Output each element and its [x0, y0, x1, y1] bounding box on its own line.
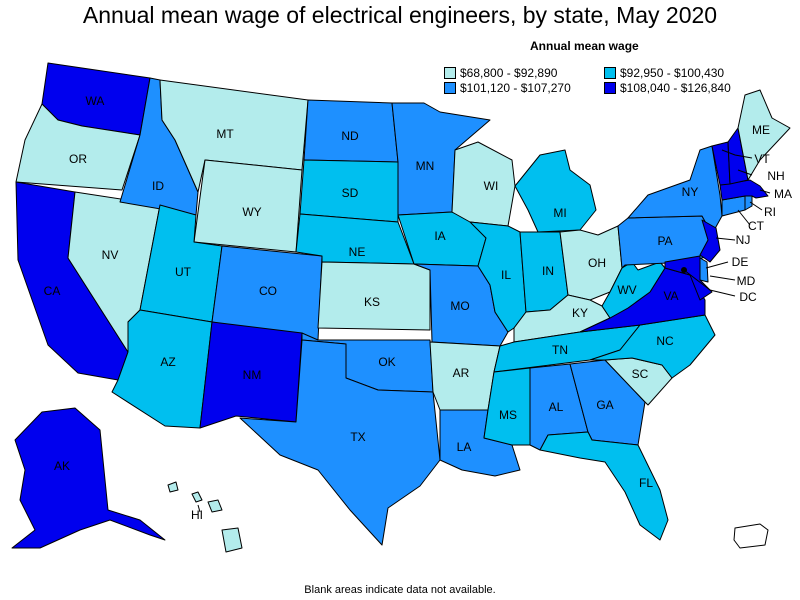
label-SD: SD	[342, 186, 359, 200]
legend-label-4: $108,040 - $126,840	[620, 81, 731, 95]
legend-item-4: $108,040 - $126,840	[604, 81, 731, 95]
label-LA: LA	[457, 440, 472, 454]
leader-line-de	[705, 261, 729, 269]
label-VA: VA	[663, 289, 678, 303]
leader-line-ri	[749, 201, 763, 211]
label-MA: MA	[774, 187, 792, 201]
state-PR[interactable]	[733, 523, 769, 549]
label-NM: NM	[243, 368, 262, 382]
label-OH: OH	[588, 256, 606, 270]
label-AL: AL	[549, 400, 564, 414]
state-AK[interactable]	[11, 407, 166, 549]
label-CO: CO	[259, 284, 277, 298]
label-WY: WY	[242, 205, 261, 219]
leader-line-hi	[197, 504, 201, 513]
dc-marker	[681, 267, 687, 273]
label-NV: NV	[102, 248, 119, 262]
state-NC[interactable]	[589, 314, 716, 379]
label-GA: GA	[596, 398, 613, 412]
label-AR: AR	[453, 366, 470, 380]
label-AZ: AZ	[160, 355, 175, 369]
leader-line-dc	[683, 269, 736, 297]
state-MA[interactable]	[719, 179, 769, 201]
label-ID: ID	[152, 179, 164, 193]
label-CA: CA	[44, 284, 61, 298]
leader-line-vt	[721, 149, 753, 159]
label-HI: HI	[191, 508, 203, 522]
label-IL: IL	[501, 268, 511, 282]
state-TX[interactable]	[239, 339, 441, 546]
legend-item-3: $101,120 - $107,270	[444, 81, 571, 95]
label-RI: RI	[764, 205, 776, 219]
leader-line-nh	[737, 169, 753, 176]
legend-swatch-3	[444, 82, 456, 94]
label-NY: NY	[682, 185, 699, 199]
label-WI: WI	[484, 179, 499, 193]
label-NE: NE	[349, 245, 366, 259]
label-UT: UT	[175, 265, 192, 279]
label-DE: DE	[732, 255, 749, 269]
label-NJ: NJ	[736, 233, 751, 247]
map-footnote: Blank areas indicate data not available.	[304, 584, 496, 596]
state-DE[interactable]	[699, 257, 709, 283]
label-SC: SC	[632, 367, 649, 381]
label-TN: TN	[552, 343, 568, 357]
legend-item-1: $68,800 - $92,890	[444, 66, 557, 80]
legend-item-2: $92,950 - $100,430	[604, 66, 724, 80]
legend-label-3: $101,120 - $107,270	[460, 81, 571, 95]
label-PA: PA	[657, 234, 672, 248]
legend-swatch-4	[604, 82, 616, 94]
label-MD: MD	[737, 274, 756, 288]
label-FL: FL	[639, 476, 653, 490]
leader-line-nj	[715, 237, 736, 241]
label-VT: VT	[754, 152, 770, 166]
state-NM[interactable]	[199, 321, 303, 429]
label-WA: WA	[86, 94, 105, 108]
label-DC: DC	[739, 290, 757, 304]
label-MN: MN	[416, 159, 435, 173]
label-CT: CT	[748, 219, 765, 233]
label-KS: KS	[364, 295, 380, 309]
leader-line-ct	[737, 209, 751, 226]
map-title: Annual mean wage of electrical engineers…	[82, 2, 718, 28]
label-MS: MS	[499, 408, 517, 422]
state-MD[interactable]	[664, 255, 713, 301]
state-FL[interactable]	[539, 431, 669, 541]
legend-swatch-1	[444, 67, 456, 79]
label-TX: TX	[350, 430, 365, 444]
state-OR[interactable]	[15, 103, 141, 191]
label-MI: MI	[553, 206, 566, 220]
label-MO: MO	[450, 299, 469, 313]
state-MI[interactable]	[514, 149, 597, 233]
label-NH: NH	[767, 169, 784, 183]
label-IN: IN	[542, 264, 554, 278]
label-MT: MT	[216, 127, 234, 141]
label-ND: ND	[341, 129, 359, 143]
state-NJ[interactable]	[699, 219, 721, 263]
label-OR: OR	[69, 152, 87, 166]
legend-label-2: $92,950 - $100,430	[620, 66, 725, 80]
leader-line-ma	[759, 189, 771, 194]
label-NC: NC	[656, 334, 674, 348]
label-IA: IA	[434, 229, 445, 243]
legend-title: Annual mean wage	[530, 39, 639, 53]
label-OK: OK	[378, 355, 395, 369]
state-WI[interactable]	[451, 141, 516, 227]
legend-swatch-2	[604, 67, 616, 79]
label-AK: AK	[54, 459, 70, 473]
state-HI[interactable]	[167, 481, 243, 553]
state-KS[interactable]	[317, 261, 431, 331]
label-WV: WV	[617, 283, 636, 297]
leader-line-md	[709, 275, 736, 281]
legend-label-1: $68,800 - $92,890	[460, 66, 558, 80]
label-KY: KY	[572, 306, 588, 320]
state-IL[interactable]	[469, 221, 527, 333]
label-ME: ME	[752, 123, 770, 137]
